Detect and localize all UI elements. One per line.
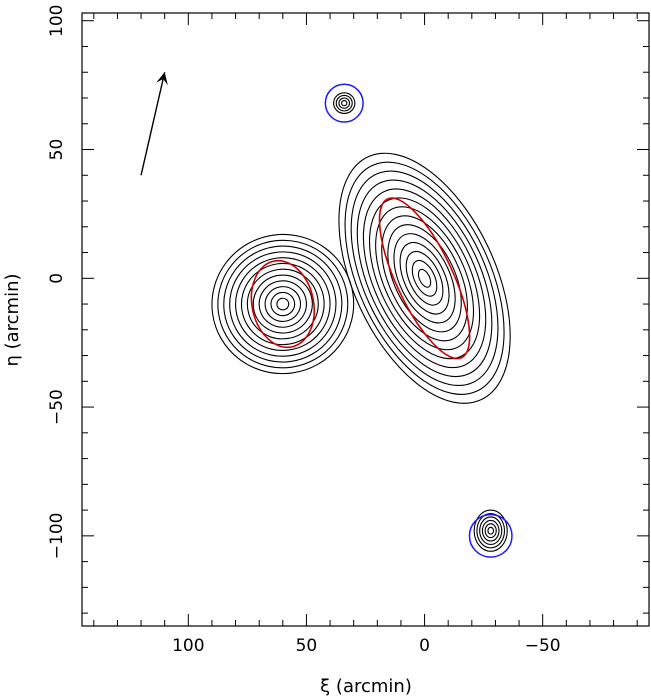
contour-s1-l0 <box>211 233 355 375</box>
contour-s2-l3 <box>341 100 348 107</box>
blue-circle-0 <box>324 83 364 123</box>
y-axis-title: η (arcmin) <box>2 273 23 366</box>
contour-s3-l2 <box>479 516 503 545</box>
contour-s0-l3 <box>356 179 493 378</box>
contour-s0-l12 <box>411 259 438 297</box>
contour-s0-l4 <box>362 188 487 369</box>
arrow-shaft <box>140 72 166 176</box>
contour-s0-l2 <box>350 170 499 387</box>
y-tick-label: 0 <box>47 273 67 284</box>
contour-s0-l6 <box>375 206 475 351</box>
contour-s0-l8 <box>387 224 462 333</box>
overlay-layer <box>140 72 513 558</box>
contour-s1-l4 <box>235 257 331 351</box>
contour-s3-l5 <box>487 526 495 535</box>
contour-s2-l1 <box>335 94 353 112</box>
contour-s0-l5 <box>368 197 481 360</box>
contour-s3-l3 <box>481 519 500 542</box>
contour-s0-l13 <box>417 268 432 288</box>
x-axis-title: ξ (arcmin) <box>320 676 412 697</box>
contour-s1-l3 <box>229 251 337 357</box>
plot-frame <box>81 12 650 627</box>
blue-circle-1 <box>468 513 513 558</box>
contour-s0-l0 <box>338 152 511 404</box>
contour-s1-l11 <box>276 297 290 311</box>
contour-s0-l7 <box>381 215 468 342</box>
contour-layer <box>211 92 511 552</box>
tick-layer: 100 50 0 −50 100 50 0 −50 −100 <box>47 5 649 656</box>
contour-s0-l1 <box>344 161 505 395</box>
y-tick-label: −50 <box>47 389 67 425</box>
contour-s2-l0 <box>333 92 356 114</box>
x-tick-label: −50 <box>525 636 561 656</box>
red-ellipse-0 <box>378 197 471 360</box>
contour-s1-l6 <box>246 268 319 340</box>
contour-s1-l9 <box>264 286 302 322</box>
red-ellipse-1 <box>250 259 316 349</box>
x-tick-label: 0 <box>419 636 430 656</box>
y-tick-label: −100 <box>47 513 67 560</box>
x-tick-label: 50 <box>296 636 318 656</box>
contour-s0-l9 <box>393 233 456 324</box>
contour-s3-l0 <box>473 509 508 552</box>
contour-s3-l1 <box>476 512 506 549</box>
arrow-head <box>156 72 168 86</box>
contour-s1-l1 <box>217 239 349 369</box>
x-tick-label: 100 <box>172 636 204 656</box>
contour-s1-l7 <box>252 274 313 334</box>
contour-s1-l2 <box>223 245 343 363</box>
contour-s0-l11 <box>405 250 444 306</box>
y-tick-label: 50 <box>47 139 67 161</box>
contour-s1-l8 <box>258 280 307 328</box>
y-tick-label: 100 <box>47 5 67 37</box>
contour-s1-l5 <box>240 262 325 346</box>
contour-s3-l4 <box>484 523 497 539</box>
contour-s1-l10 <box>270 291 296 317</box>
contour-s2-l2 <box>338 97 351 109</box>
contour-s0-l10 <box>399 242 450 315</box>
